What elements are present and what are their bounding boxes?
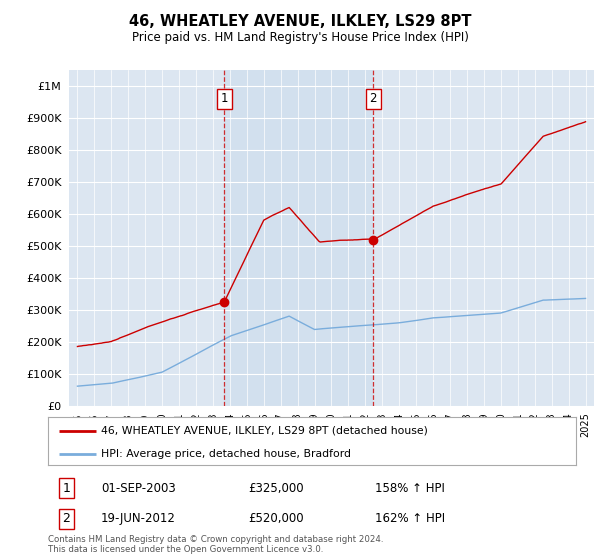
Text: 162% ↑ HPI: 162% ↑ HPI [376, 512, 445, 525]
Text: 01-SEP-2003: 01-SEP-2003 [101, 482, 176, 494]
Text: £325,000: £325,000 [248, 482, 304, 494]
Text: Contains HM Land Registry data © Crown copyright and database right 2024.
This d: Contains HM Land Registry data © Crown c… [48, 535, 383, 554]
Text: 158% ↑ HPI: 158% ↑ HPI [376, 482, 445, 494]
Text: 46, WHEATLEY AVENUE, ILKLEY, LS29 8PT: 46, WHEATLEY AVENUE, ILKLEY, LS29 8PT [129, 14, 471, 29]
Text: 46, WHEATLEY AVENUE, ILKLEY, LS29 8PT (detached house): 46, WHEATLEY AVENUE, ILKLEY, LS29 8PT (d… [101, 426, 428, 436]
Text: 19-JUN-2012: 19-JUN-2012 [101, 512, 176, 525]
Text: £520,000: £520,000 [248, 512, 304, 525]
Bar [224, 70, 373, 406]
Text: 2: 2 [62, 512, 70, 525]
Text: 1: 1 [221, 92, 228, 105]
Text: 1: 1 [62, 482, 70, 494]
Text: 2: 2 [370, 92, 377, 105]
Text: HPI: Average price, detached house, Bradford: HPI: Average price, detached house, Brad… [101, 449, 351, 459]
Text: Price paid vs. HM Land Registry's House Price Index (HPI): Price paid vs. HM Land Registry's House … [131, 31, 469, 44]
